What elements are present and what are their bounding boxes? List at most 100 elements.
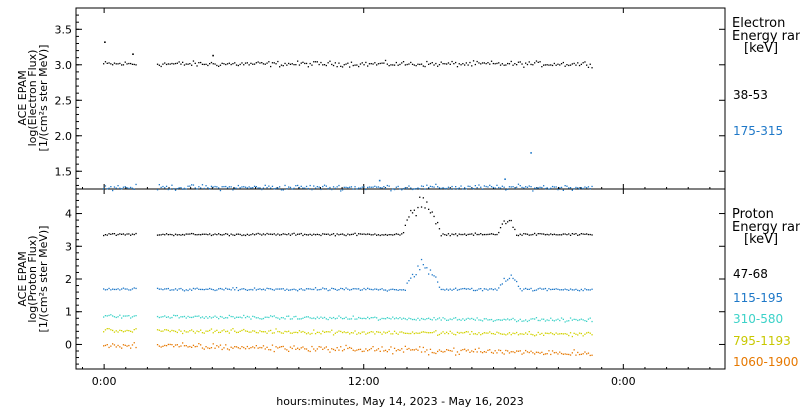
data-point — [571, 352, 573, 354]
data-point — [472, 351, 475, 353]
data-point — [447, 186, 450, 188]
data-point — [246, 187, 248, 189]
data-point — [438, 333, 441, 336]
data-point — [239, 330, 241, 332]
data-point — [104, 61, 107, 63]
data-point — [377, 319, 380, 321]
data-point — [460, 349, 462, 352]
data-point — [485, 185, 487, 188]
data-point — [343, 234, 345, 236]
data-point — [530, 287, 532, 290]
data-point — [235, 187, 238, 189]
data-point — [393, 64, 396, 66]
data-point — [313, 348, 315, 350]
data-point — [194, 346, 196, 348]
data-point — [284, 330, 286, 333]
data-point — [408, 332, 410, 335]
data-point — [393, 330, 396, 332]
x-axis-title: hours:minutes, May 14, 2023 - May 16, 20… — [276, 395, 524, 408]
data-point — [365, 348, 367, 350]
data-point — [298, 233, 301, 235]
data-point — [293, 345, 295, 347]
data-point — [293, 64, 295, 66]
data-point — [300, 185, 302, 187]
data-point — [386, 290, 388, 292]
data-point — [121, 64, 123, 66]
data-point — [273, 332, 275, 334]
data-point — [261, 347, 263, 349]
data-point — [305, 185, 308, 188]
data-point — [462, 233, 464, 236]
data-point — [526, 63, 529, 66]
data-point — [198, 331, 200, 333]
data-point — [325, 288, 327, 290]
data-point — [541, 351, 543, 353]
data-point — [327, 62, 329, 64]
data-point — [374, 316, 376, 318]
data-point — [374, 233, 376, 235]
data-point — [117, 63, 119, 65]
data-point — [472, 60, 475, 62]
data-point — [336, 289, 338, 291]
data-point — [169, 63, 171, 65]
data-point — [384, 59, 387, 62]
data-point — [358, 288, 360, 290]
data-point — [539, 186, 541, 188]
data-point — [440, 319, 442, 321]
data-point — [273, 315, 275, 317]
data-point — [225, 63, 227, 66]
data-point — [578, 188, 581, 190]
y-tick-label: 2 — [65, 273, 72, 286]
data-point — [485, 233, 487, 236]
data-point — [589, 354, 591, 357]
data-point — [270, 315, 272, 317]
data-point — [302, 61, 304, 63]
data-point — [162, 185, 164, 188]
data-point — [327, 289, 329, 292]
data-point — [490, 186, 493, 188]
data-point — [214, 233, 216, 235]
outlier-point — [104, 41, 106, 43]
data-point — [431, 351, 433, 354]
data-point — [534, 62, 536, 64]
data-point — [332, 233, 335, 235]
data-point — [307, 316, 309, 318]
data-point — [167, 343, 169, 346]
data-point — [110, 329, 112, 331]
data-point — [451, 60, 453, 63]
data-point — [226, 233, 229, 235]
data-point — [417, 317, 419, 319]
data-point — [419, 269, 421, 271]
data-point — [110, 186, 112, 188]
data-point — [196, 345, 198, 348]
data-point — [291, 288, 293, 291]
data-point — [501, 185, 503, 187]
data-point — [341, 318, 344, 320]
data-point — [182, 233, 184, 236]
data-point — [311, 189, 313, 191]
data-point — [293, 187, 295, 189]
data-point — [451, 289, 453, 291]
data-point — [514, 332, 516, 335]
data-point — [352, 64, 354, 67]
data-point — [162, 345, 164, 347]
data-point — [189, 233, 191, 235]
data-point — [253, 63, 256, 65]
data-point — [237, 289, 239, 292]
data-point — [228, 349, 230, 351]
data-point — [555, 186, 557, 188]
data-point — [392, 234, 394, 236]
data-point — [444, 234, 446, 236]
data-point — [259, 288, 261, 290]
data-point — [313, 317, 315, 319]
data-point — [507, 188, 509, 190]
data-point — [131, 288, 134, 290]
data-point — [537, 61, 539, 63]
data-point — [191, 329, 193, 331]
data-point — [171, 289, 173, 291]
data-point — [196, 65, 198, 67]
data-point — [284, 348, 286, 350]
data-point — [397, 349, 399, 351]
data-point — [580, 353, 582, 355]
data-point — [252, 346, 254, 348]
